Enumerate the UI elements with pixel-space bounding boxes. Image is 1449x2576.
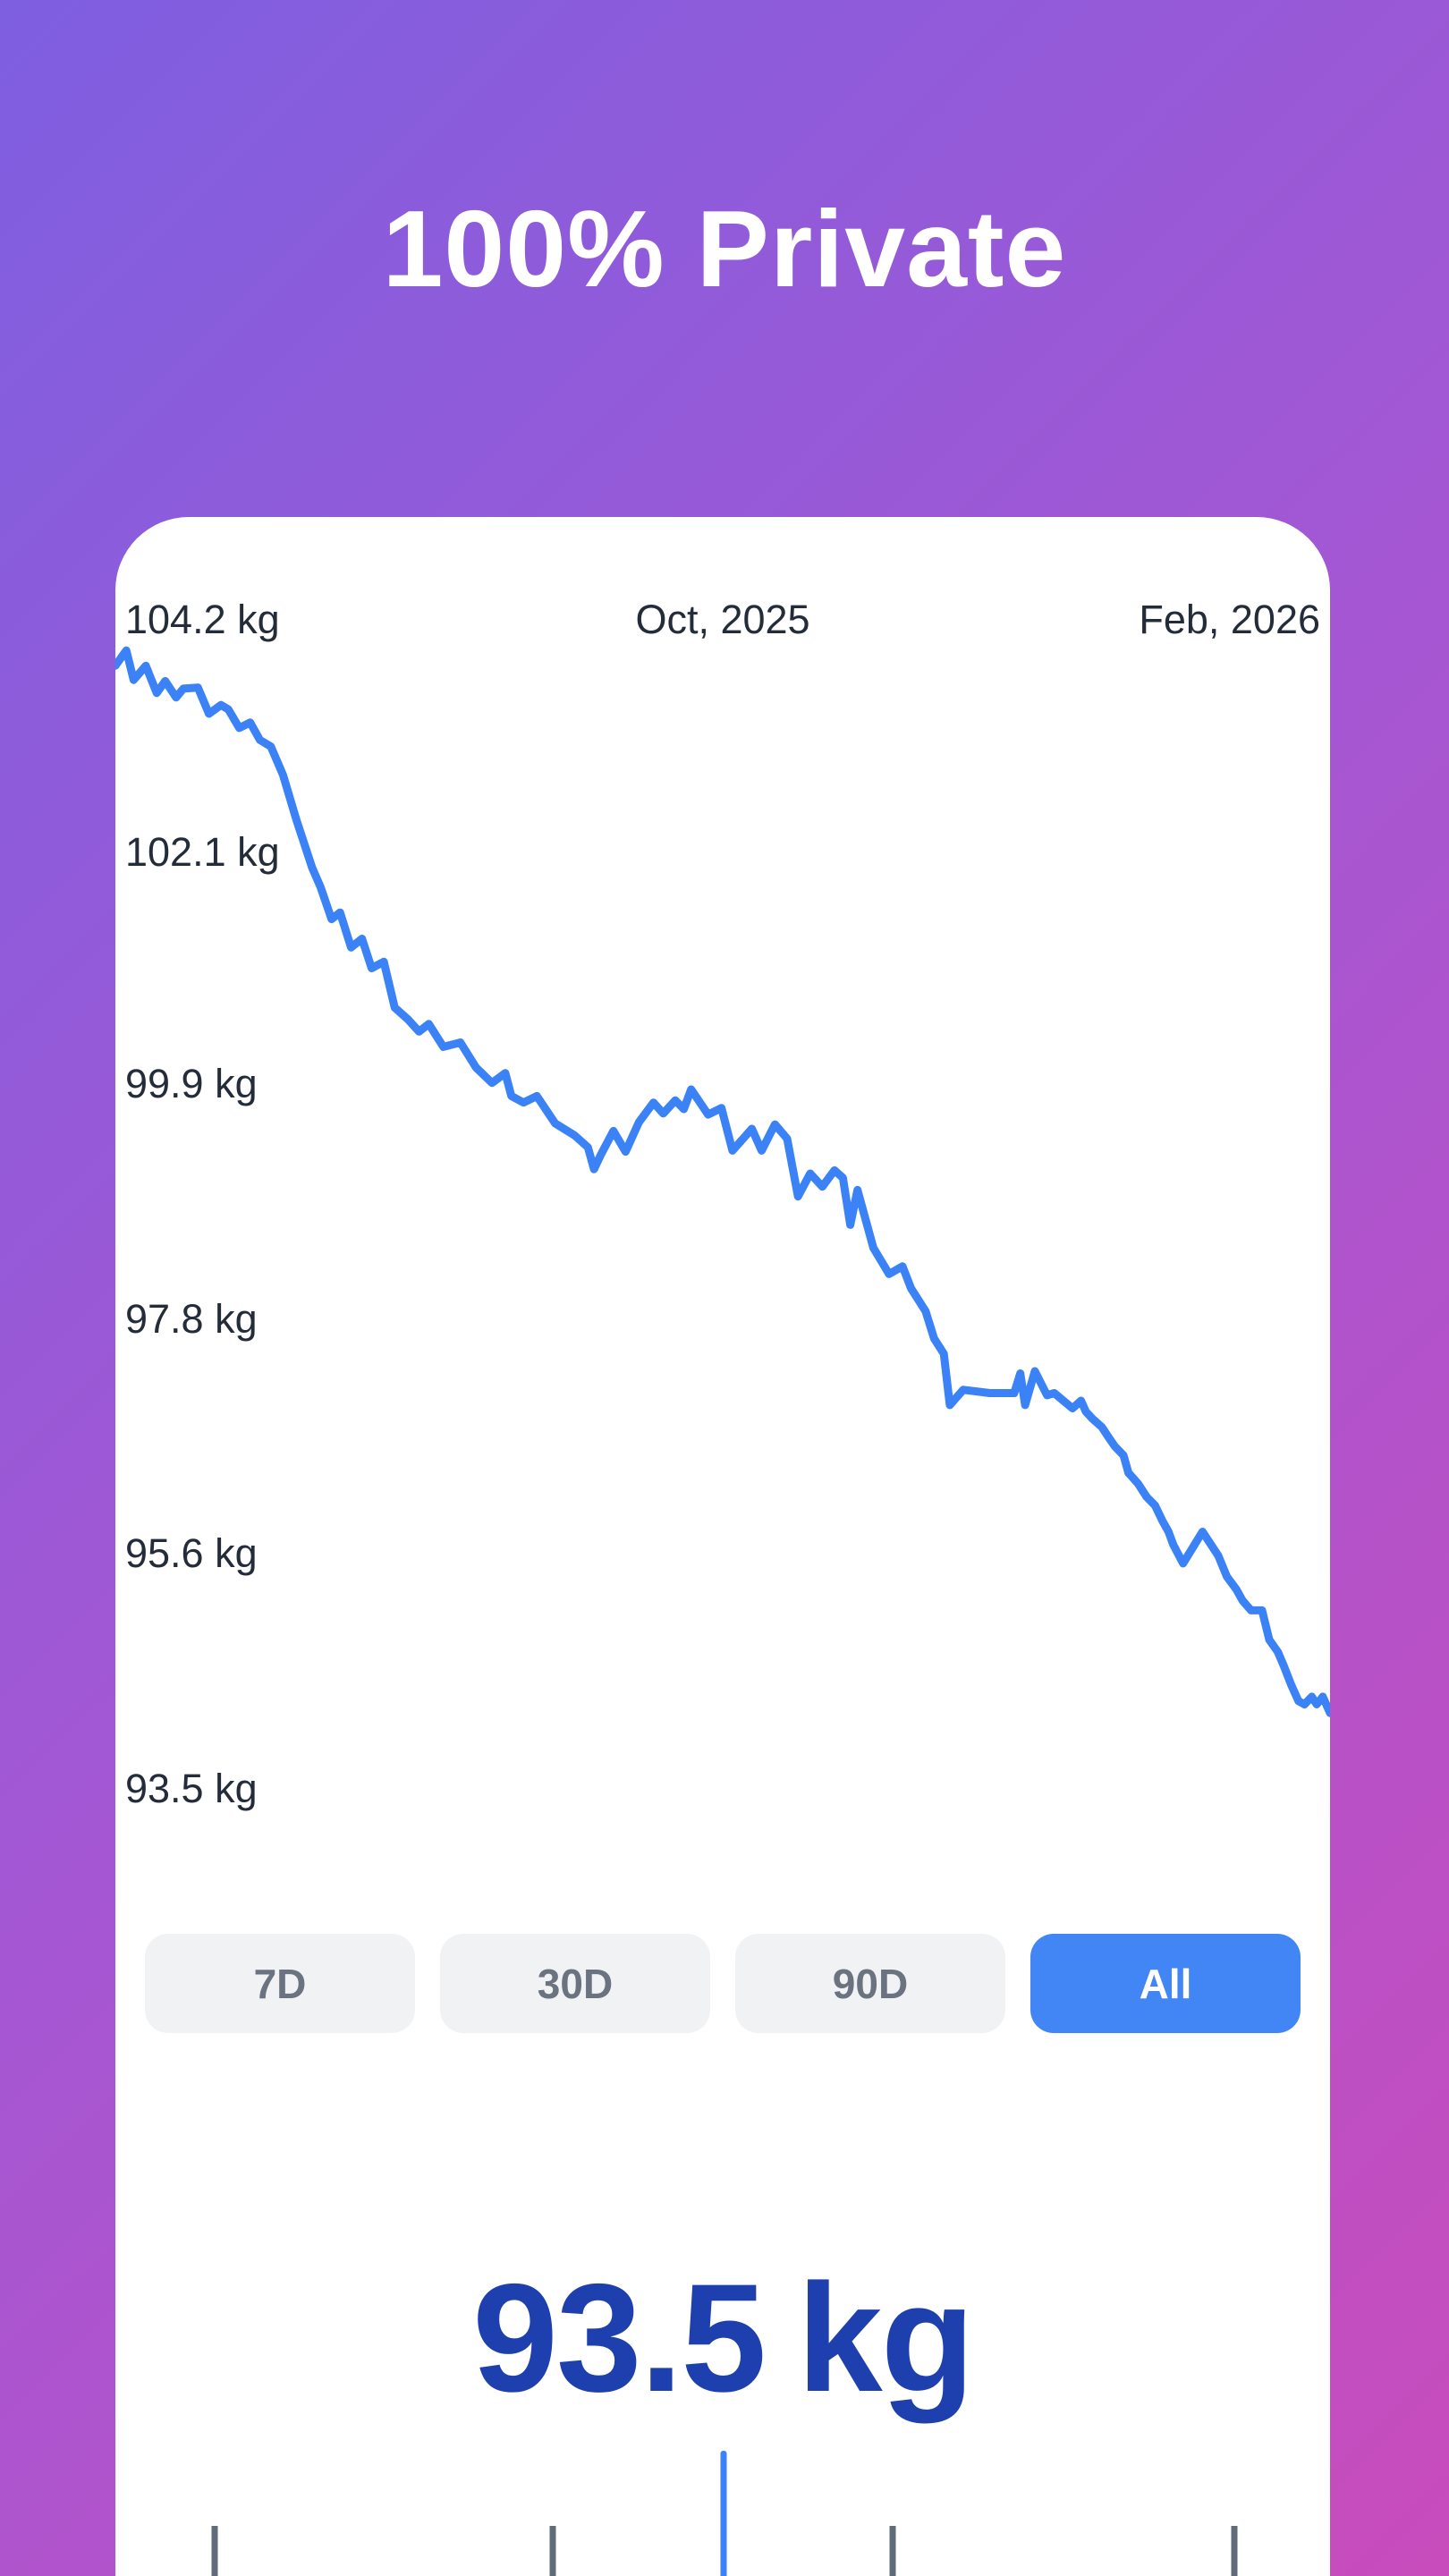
ruler-tick [889, 2526, 896, 2576]
range-button-90d[interactable]: 90D [735, 1934, 1005, 2033]
ruler-tick [211, 2526, 218, 2576]
range-selector: 7D 30D 90D All [115, 1934, 1330, 2033]
weight-chart[interactable]: 104.2 kg Oct, 2025 Feb, 2026 102.1 kg 99… [115, 517, 1330, 1834]
range-button-30d[interactable]: 30D [440, 1934, 710, 2033]
y-axis-label: 93.5 kg [125, 1766, 258, 1811]
current-weight-unit: kg [797, 2252, 975, 2424]
y-axis-label: 102.1 kg [125, 829, 280, 875]
x-axis-end-label: Feb, 2026 [1139, 597, 1320, 642]
y-axis-label: 95.6 kg [125, 1530, 258, 1576]
weight-chart-card: 104.2 kg Oct, 2025 Feb, 2026 102.1 kg 99… [115, 517, 1330, 2576]
ruler-tick [1231, 2526, 1238, 2576]
ruler-tick [549, 2526, 556, 2576]
x-axis-start-label: Oct, 2025 [635, 597, 810, 642]
range-button-7d[interactable]: 7D [145, 1934, 415, 2033]
weight-ruler-picker[interactable] [115, 2451, 1330, 2576]
weight-trend-line [115, 646, 1330, 1717]
page-title: 100% Private [382, 188, 1067, 309]
range-button-all[interactable]: All [1030, 1934, 1301, 2033]
y-axis-label: 99.9 kg [125, 1061, 258, 1106]
y-axis-label-max: 104.2 kg [125, 597, 280, 642]
ruler-cursor-tick[interactable] [720, 2451, 727, 2576]
current-weight-value: 93.5 [472, 2252, 767, 2424]
current-weight-display: 93.5 kg [115, 2261, 1330, 2415]
y-axis-label: 97.8 kg [125, 1296, 258, 1342]
weight-line-chart [115, 646, 1330, 1717]
